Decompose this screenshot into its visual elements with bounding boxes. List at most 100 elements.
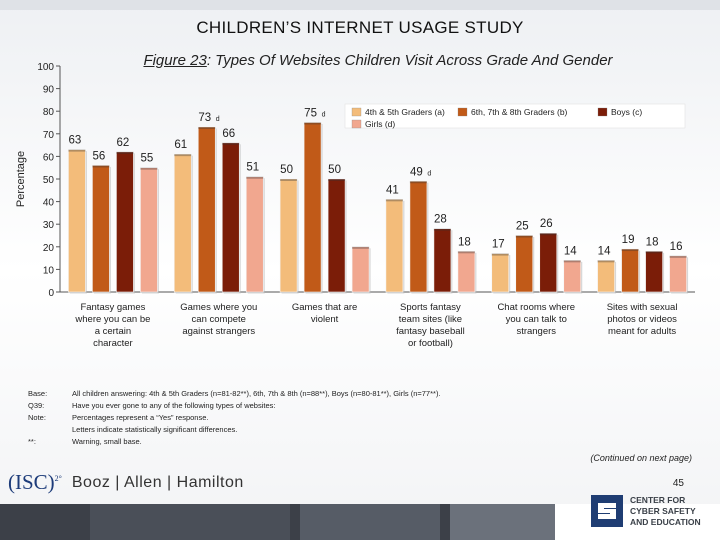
x-category-label: Games that are xyxy=(292,302,357,313)
note-key: **: xyxy=(28,437,36,446)
x-category-label: against strangers xyxy=(182,326,255,337)
x-category-label: Fantasy games xyxy=(80,302,145,313)
bar-top-edge xyxy=(68,149,86,152)
y-tick-label: 80 xyxy=(43,107,55,118)
bar-top-edge xyxy=(457,251,475,254)
legend-label: 6th, 7th & 8th Graders (b) xyxy=(471,107,568,117)
continued-note: (Continued on next page) xyxy=(590,453,692,463)
x-category-label: a certain xyxy=(95,326,131,337)
x-category-label: photos or videos xyxy=(607,314,677,325)
bar-top-edge xyxy=(352,246,370,249)
x-category-label: strangers xyxy=(516,326,556,337)
note-text: Have you ever gone to any of the followi… xyxy=(72,401,276,410)
y-tick-label: 50 xyxy=(43,175,55,186)
chart-legend: 4th & 5th Graders (a) 6th, 7th & 8th Grad… xyxy=(344,103,686,129)
bar-top-edge xyxy=(140,167,158,170)
data-label: 63 xyxy=(69,135,82,147)
bar-5-1 xyxy=(621,248,639,293)
legend-label: Girls (d) xyxy=(365,119,395,129)
y-tick-label: 70 xyxy=(43,130,55,141)
bar-top-edge xyxy=(198,127,216,130)
bar-top-edge xyxy=(491,253,509,256)
note-row: Base: All children answering: 4th & 5th G… xyxy=(28,388,441,400)
bar-1-0 xyxy=(173,153,192,293)
isc2-logo: (ISC)2° xyxy=(8,470,62,495)
y-tick-label: 30 xyxy=(43,220,55,231)
sponsor-logos: (ISC)2° Booz | Allen | Hamilton xyxy=(8,470,244,495)
bar-3-3 xyxy=(457,251,476,293)
chart-notes: Base: All children answering: 4th & 5th G… xyxy=(28,388,441,448)
data-label: 51 xyxy=(246,162,259,174)
data-label: 18 xyxy=(458,236,471,248)
bar-2-2 xyxy=(327,178,346,293)
y-tick-label: 20 xyxy=(43,243,55,254)
bar-4-1 xyxy=(515,235,534,293)
bar-2-3 xyxy=(351,246,370,293)
bar-3-1 xyxy=(409,180,428,293)
page-title: CHILDREN’S INTERNET USAGE STUDY xyxy=(196,18,524,37)
page-number: 45 xyxy=(672,478,684,489)
data-label: 62 xyxy=(117,137,130,149)
data-label: 56 xyxy=(93,150,106,162)
x-category-label: where you can be xyxy=(74,314,150,325)
bar-top-edge xyxy=(669,255,687,258)
bar-5-0 xyxy=(597,260,615,293)
x-category-label: Chat rooms where xyxy=(497,302,575,313)
data-label: 14 xyxy=(598,245,611,257)
data-label: 73 xyxy=(198,112,211,124)
data-label: 17 xyxy=(492,239,505,251)
legend-swatch xyxy=(597,107,608,117)
booz-allen-logo: Booz | Allen | Hamilton xyxy=(71,473,244,491)
note-text: Letters indicate statistically significa… xyxy=(72,425,238,434)
note-text: Warning, small base. xyxy=(72,437,142,446)
bar-1-2 xyxy=(221,142,240,293)
bar-0-2 xyxy=(116,151,134,293)
center-line-3: AND EDUCATION xyxy=(630,516,701,527)
bar-0-3 xyxy=(140,167,158,293)
note-key xyxy=(28,424,72,436)
y-axis-title: Percentage xyxy=(15,151,27,207)
note-row: Letters indicate statistically significa… xyxy=(28,424,441,436)
legend-label: Boys (c) xyxy=(611,107,642,117)
bar-top-edge xyxy=(409,181,427,184)
x-category-label: fantasy baseball xyxy=(396,326,465,337)
y-tick-label: 0 xyxy=(48,288,54,299)
figure-label: Figure 23 xyxy=(143,52,207,69)
bar-top-edge xyxy=(515,235,533,238)
bar-4-0 xyxy=(491,253,510,293)
center-line-2: CYBER SAFETY xyxy=(630,505,696,516)
bar-2-1 xyxy=(303,122,322,293)
bar-top-edge xyxy=(433,228,451,231)
bar-top-edge xyxy=(539,233,557,236)
note-row: **: Warning, small base. xyxy=(28,436,441,448)
figure-caption: : Types Of Websites Children Visit Acros… xyxy=(206,52,613,69)
bar-top-edge xyxy=(385,199,403,202)
note-text: All children answering: 4th & 5th Grader… xyxy=(72,389,441,398)
data-label: 16 xyxy=(670,241,683,253)
data-label: 26 xyxy=(540,218,553,230)
bar-3-2 xyxy=(433,228,452,293)
x-category-label: violent xyxy=(311,314,339,325)
data-label: 50 xyxy=(280,164,293,176)
x-category-label: Sports fantasy xyxy=(400,302,461,313)
x-category-label: Games where you xyxy=(180,302,257,313)
data-label: 14 xyxy=(564,245,577,257)
sig-letter: d xyxy=(322,112,326,119)
x-category-label: you can talk to xyxy=(506,314,567,325)
bar-top-edge xyxy=(246,176,264,179)
bar-top-edge xyxy=(280,179,298,181)
bar-top-edge xyxy=(174,154,192,157)
data-label: 49 xyxy=(410,166,423,178)
isc2-logo-text: (ISC) xyxy=(8,470,55,494)
cyber-safety-shield-icon xyxy=(591,495,623,527)
data-label: 18 xyxy=(646,236,659,248)
data-label: 25 xyxy=(516,221,529,233)
figure-title: Figure 23: Types Of Websites Children Vi… xyxy=(118,52,638,70)
note-text: Percentages represent a “Yes” response. xyxy=(72,413,209,422)
x-category-label: Sites with sexual xyxy=(607,302,678,313)
note-row: Q39: Have you ever gone to any of the fol… xyxy=(28,400,441,412)
legend-swatch xyxy=(457,107,468,117)
note-key: Note: xyxy=(28,413,46,422)
x-category-label: can compete xyxy=(192,314,246,325)
